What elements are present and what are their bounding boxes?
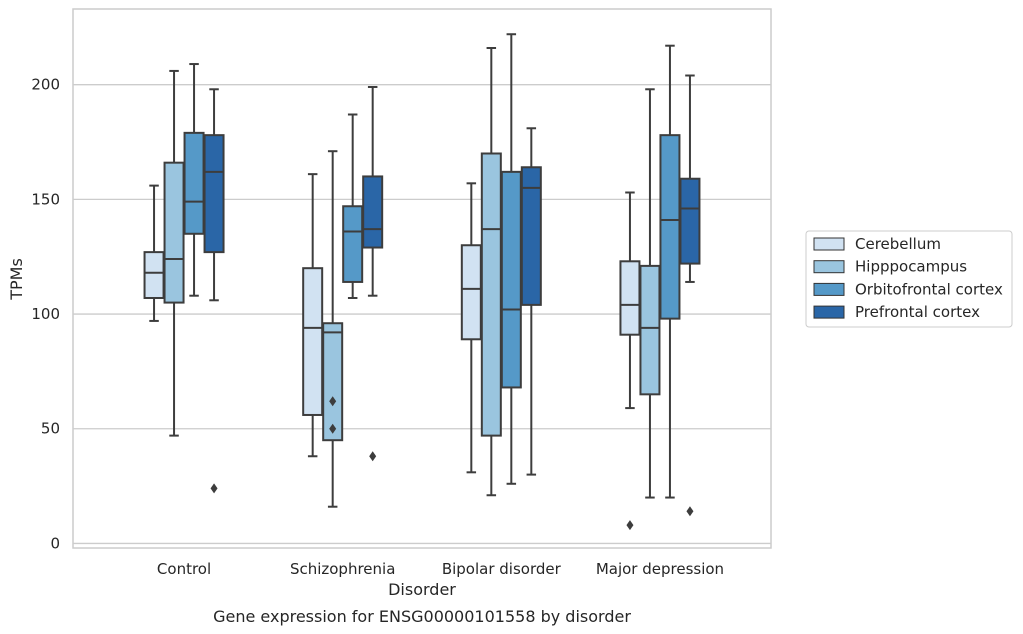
box-2-1 (342, 113, 364, 299)
x-tick-label: Control (157, 560, 211, 578)
legend-label: Cerebellum (855, 235, 941, 253)
y-axis-label: TPMs (7, 258, 26, 301)
legend-swatch (813, 260, 845, 274)
box-0-3 (619, 191, 641, 531)
y-tick-labels: 0 50 100 150 200 (31, 76, 60, 553)
legend-label: Prefrontal cortex (855, 303, 980, 321)
box-1-1 (322, 150, 344, 508)
y-tick-label: 50 (41, 420, 60, 438)
x-tick-label: Major depression (596, 560, 724, 578)
outlier-point (329, 396, 337, 407)
box-iqr (183, 131, 205, 235)
legend: Cerebellum Hipppocampus Orbitofrontal cort… (805, 230, 1013, 328)
box-iqr (460, 244, 482, 341)
outlier-point (626, 520, 634, 531)
chart-caption: Gene expression for ENSG00000101558 by d… (213, 607, 631, 626)
box-3-0 (203, 88, 225, 494)
box-0-1 (302, 173, 324, 458)
box-2-3 (659, 44, 681, 499)
legend-label: Orbitofrontal cortex (855, 280, 1003, 298)
y-tick-label: 0 (50, 534, 60, 552)
box-iqr (639, 264, 661, 396)
box-1-3 (639, 88, 661, 499)
box-iqr (342, 205, 364, 283)
box-iqr (500, 170, 522, 389)
box-iqr (302, 267, 324, 416)
legend-frame (805, 230, 1013, 328)
outlier-point (210, 483, 218, 494)
x-tick-label: Bipolar disorder (442, 560, 562, 578)
box-0-0 (143, 184, 165, 322)
legend-swatch (813, 305, 845, 319)
outlier-point (329, 423, 337, 434)
x-tick-labels: Control Schizophrenia Bipolar disorder Majo… (157, 560, 724, 578)
box-iqr (520, 166, 542, 306)
outlier-point (369, 451, 377, 462)
plot-frame (72, 8, 772, 549)
legend-swatch (813, 237, 845, 251)
box-3-3 (679, 74, 701, 517)
box-iqr (619, 260, 641, 336)
y-tick-label: 150 (31, 190, 60, 208)
box-iqr (679, 177, 701, 265)
y-tick-label: 100 (31, 305, 60, 323)
box-iqr (143, 251, 165, 299)
outlier-point (686, 506, 694, 517)
box-3-2 (520, 127, 542, 476)
box-iqr (203, 134, 225, 254)
x-axis-label: Disorder (388, 580, 456, 599)
box-3-1 (362, 85, 384, 462)
box-iqr (659, 134, 681, 320)
box-iqr (362, 175, 384, 249)
box-1-2 (480, 46, 502, 497)
x-tick-label: Schizophrenia (290, 560, 395, 578)
y-tick-label: 200 (31, 76, 60, 94)
legend-swatch (813, 282, 845, 296)
legend-label: Hipppocampus (855, 258, 967, 276)
box-series (143, 33, 701, 531)
box-iqr (163, 161, 185, 304)
box-iqr (480, 152, 502, 437)
box-iqr (322, 322, 344, 442)
